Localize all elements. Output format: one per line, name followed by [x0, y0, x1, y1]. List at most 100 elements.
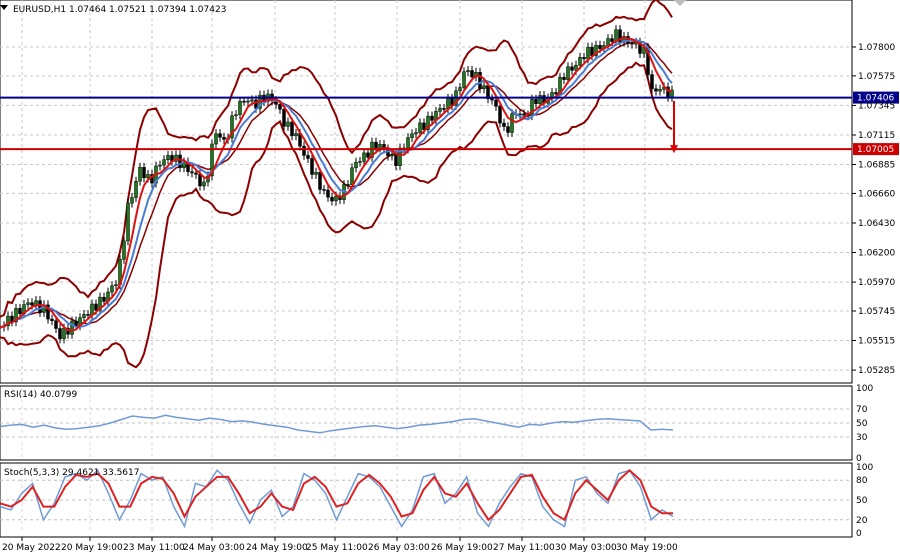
candle-body [94, 303, 98, 311]
candle-body [470, 70, 474, 78]
candle-body [102, 296, 106, 302]
chevron-down-icon[interactable] [0, 5, 8, 10]
candle-body [86, 314, 90, 316]
candle-body [74, 320, 78, 326]
time-tick-label: 24 May 03:00 [183, 543, 245, 553]
candle-body [506, 126, 510, 133]
bollinger-bands [0, 0, 673, 369]
candle-body [606, 38, 610, 46]
candle-body [114, 284, 118, 286]
candle-body [582, 57, 586, 60]
candle-body [110, 285, 114, 293]
candle-body [162, 159, 166, 166]
candle-body [522, 113, 526, 116]
candle-body [594, 45, 598, 56]
candle-body [374, 141, 378, 149]
candle-body [66, 327, 70, 335]
candle-body [442, 108, 446, 110]
candle-body [586, 46, 590, 60]
ma-slow-line [0, 38, 673, 329]
candle-body [578, 57, 582, 66]
time-tick-label: 25 May 11:00 [306, 543, 368, 553]
horizontal-levels: 1.07406 1.07005 [0, 91, 899, 156]
candle-body [518, 113, 522, 116]
candle-body [390, 154, 394, 157]
stoch-signal-line [0, 468, 673, 522]
candle-body [202, 181, 206, 187]
ma-fast-line [0, 36, 673, 332]
price-tick-label: 1.06200 [858, 249, 895, 259]
rsi-axis: 100 70 50 30 0 [856, 384, 873, 464]
time-tick-label: 27 May 11:00 [493, 543, 555, 553]
candle-body [134, 180, 138, 198]
price-tick-label: 1.05745 [858, 307, 895, 317]
candle-body [574, 64, 578, 71]
price-axis: 1.07800 1.07575 1.07345 1.07115 1.06885 1.066… [852, 43, 895, 376]
time-tick-label: 26 May 03:00 [368, 543, 430, 553]
candle-body [658, 89, 662, 92]
candle-body [318, 171, 322, 190]
candle-body [438, 108, 442, 112]
time-tick-label: 30 May 19:00 [616, 543, 678, 553]
candle-body [630, 42, 634, 45]
candle-body [166, 155, 170, 160]
candle-body [430, 115, 434, 121]
candle-body [618, 29, 622, 43]
candle-body [98, 296, 102, 311]
axis-tick-label: 70 [856, 405, 868, 415]
axis-tick-label: 100 [856, 384, 873, 394]
arrow-head [670, 145, 678, 154]
candle-body [194, 172, 198, 175]
price-level-label: 1.07406 [857, 94, 894, 104]
axis-tick-label: 50 [856, 496, 868, 506]
shift-marker-icon[interactable] [674, 0, 686, 6]
candle-body [498, 105, 502, 124]
candle-body [346, 184, 350, 186]
candle-body [282, 109, 286, 127]
candle-body [234, 114, 238, 117]
candle-body [478, 71, 482, 89]
price-tick-label: 1.07345 [858, 101, 895, 111]
candle-body [426, 115, 430, 131]
candle-body [654, 88, 658, 92]
candle-body [378, 144, 382, 149]
candle-body [598, 45, 602, 49]
time-tick-label: 30 May 03:00 [555, 543, 617, 553]
candle-body [414, 132, 418, 135]
candle-body [490, 98, 494, 101]
price-level-label: 1.07005 [857, 145, 894, 155]
candle-body [246, 100, 250, 103]
rsi-series-line [0, 414, 674, 434]
candle-body [610, 38, 614, 42]
candle-body [294, 133, 298, 137]
candle-body [54, 320, 58, 329]
axis-tick-label: 30 [856, 433, 868, 443]
price-tick-label: 1.05285 [858, 366, 895, 376]
axis-tick-label: 80 [856, 476, 868, 486]
axis-tick-label: 0 [856, 529, 862, 539]
candle-body [502, 122, 506, 127]
candle-body [278, 104, 282, 110]
candle-body [126, 202, 130, 242]
candle-body [534, 98, 538, 104]
candle-body [458, 87, 462, 92]
price-tick-label: 1.07115 [858, 131, 895, 141]
candle-body [554, 92, 558, 95]
rsi-line [0, 414, 674, 434]
candle-body [394, 154, 398, 166]
candle-body [310, 158, 314, 175]
candle-body [142, 167, 146, 179]
stochastic-axis: 100 80 50 20 0 [856, 463, 873, 539]
bollinger-lower-line [0, 61, 673, 369]
candle-body [238, 100, 242, 116]
candle-body [210, 143, 214, 177]
candle-body [38, 300, 42, 313]
time-tick-label: 23 May 11:00 [123, 543, 185, 553]
candle-body [350, 167, 354, 186]
candle-body [566, 66, 570, 80]
down-arrow [670, 100, 678, 154]
candle-body [330, 196, 334, 202]
candle-body [214, 133, 218, 145]
